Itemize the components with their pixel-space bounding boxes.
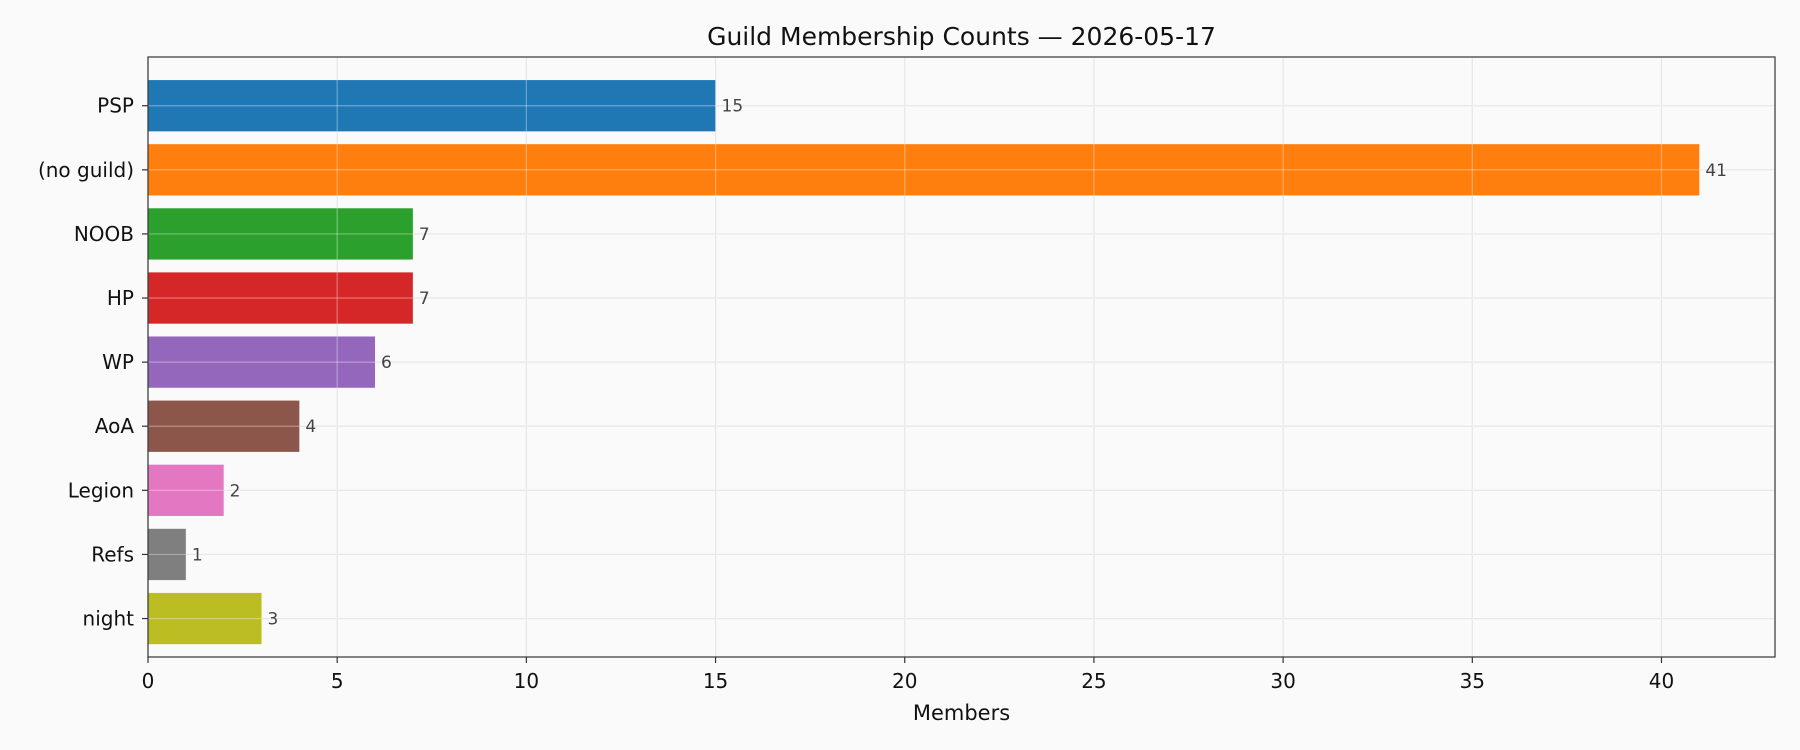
bar (148, 80, 716, 132)
chart-title: Guild Membership Counts — 2026-05-17 (707, 22, 1216, 51)
bar-value-label: 41 (1705, 161, 1727, 181)
bar-value-label: 7 (419, 289, 430, 309)
bar (148, 400, 300, 452)
bar-value-label: 3 (268, 610, 279, 630)
y-axis-ticks: PSP (no guild) NOOB HP WP AoA Legion Refs night (38, 94, 148, 631)
bar-value-label: 1 (192, 545, 203, 565)
bar (148, 528, 186, 581)
bar (148, 336, 376, 388)
x-tick-label: 40 (1649, 669, 1674, 693)
x-tick-label: 5 (331, 669, 344, 693)
bar (148, 272, 413, 324)
bar (148, 208, 413, 260)
x-tick-label: 20 (892, 669, 917, 693)
y-tick-label: HP (107, 286, 134, 310)
y-tick-label: AoA (95, 414, 135, 438)
bar-value-label: 6 (381, 353, 392, 373)
bar-value-label: 15 (722, 97, 744, 117)
y-tick-label: WP (102, 350, 134, 374)
bar-value-label: 2 (230, 481, 241, 501)
x-tick-label: 25 (1081, 669, 1106, 693)
x-tick-label: 10 (514, 669, 539, 693)
x-axis-ticks: 0 5 10 15 20 25 30 35 40 (142, 657, 1674, 693)
y-tick-label: Legion (68, 478, 134, 502)
y-tick-label: PSP (97, 94, 134, 118)
y-tick-label: (no guild) (38, 158, 134, 182)
x-tick-label: 30 (1270, 669, 1295, 693)
plot-frame (147, 56, 1776, 658)
x-tick-label: 15 (703, 669, 728, 693)
bar-value-label: 7 (419, 225, 430, 245)
value-labels: 15 41 7 7 6 4 2 1 3 (192, 97, 1727, 630)
bar-grid-overlay (147, 57, 1775, 657)
x-tick-label: 0 (142, 669, 155, 693)
y-tick-label: Refs (91, 542, 134, 566)
bar-value-label: 4 (305, 417, 316, 437)
x-tick-label: 35 (1460, 669, 1485, 693)
bar (148, 464, 224, 516)
bars (148, 80, 1700, 645)
y-tick-label: NOOB (74, 222, 134, 246)
bar (148, 592, 262, 645)
bar (148, 144, 1700, 196)
y-tick-label: night (83, 607, 135, 631)
x-axis-label: Members (913, 701, 1010, 725)
